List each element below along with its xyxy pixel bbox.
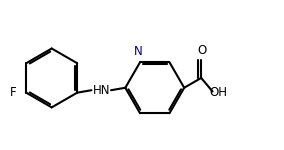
- Text: OH: OH: [209, 86, 227, 99]
- Text: F: F: [10, 86, 16, 99]
- Text: O: O: [198, 44, 207, 57]
- Text: HN: HN: [93, 84, 110, 97]
- Text: N: N: [134, 45, 143, 58]
